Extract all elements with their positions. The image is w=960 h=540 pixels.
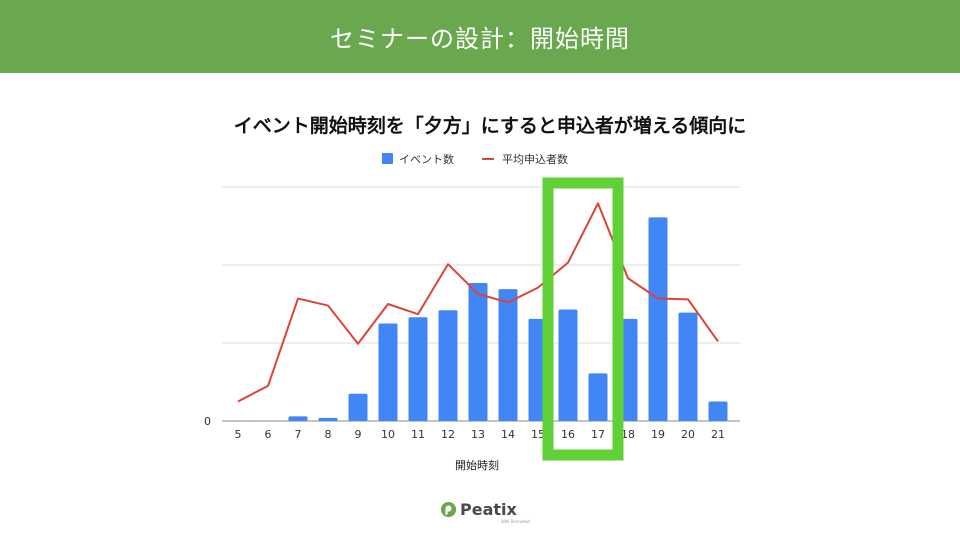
x-tick-label-17: 17 (591, 428, 605, 441)
bar-9 (348, 393, 368, 421)
peatix-logo-icon (440, 501, 457, 518)
bar-16 (558, 309, 578, 421)
peatix-wordmark: Peatix (460, 500, 517, 519)
x-tick-label-19: 19 (651, 428, 665, 441)
x-tick-label-6: 6 (265, 428, 272, 441)
x-tick-label-10: 10 (381, 428, 395, 441)
slide-header: セミナーの設計：開始時間 (0, 0, 960, 73)
bar-11 (408, 317, 428, 421)
x-tick-label-21: 21 (711, 428, 725, 441)
x-tick-label-7: 7 (295, 428, 302, 441)
bar-20 (678, 312, 698, 421)
x-tick-label-20: 20 (681, 428, 695, 441)
x-tick-label-11: 11 (411, 428, 425, 441)
legend-label-events: イベント数 (399, 153, 454, 166)
bar-7 (288, 416, 308, 421)
peatix-logo: Peatix (440, 500, 517, 519)
legend-swatch-events (382, 153, 393, 164)
bar-19 (648, 217, 668, 421)
x-tick-label-9: 9 (355, 428, 362, 441)
x-axis-title: 開始時刻 (455, 458, 499, 472)
bar-17 (588, 373, 608, 421)
highlight-box (542, 177, 624, 461)
x-tick-label-12: 12 (441, 428, 455, 441)
x-tick-label-15: 15 (531, 428, 545, 441)
x-tick-label-16: 16 (561, 428, 575, 441)
bar-14 (498, 289, 518, 421)
y-tick-label: 0 (204, 415, 211, 428)
bar-10 (378, 323, 398, 421)
x-tick-label-14: 14 (501, 428, 515, 441)
bar-8 (318, 417, 338, 421)
bar-12 (438, 310, 458, 421)
x-tick-label-18: 18 (621, 428, 635, 441)
peatix-tagline: Well Recruited (501, 519, 530, 524)
x-tick-label-13: 13 (471, 428, 485, 441)
legend-label-avg-applicants: 平均申込者数 (502, 153, 568, 166)
bar-13 (468, 282, 488, 421)
x-tick-label-5: 5 (235, 428, 242, 441)
slide-title: セミナーの設計：開始時間 (330, 25, 630, 53)
x-tick-label-8: 8 (325, 428, 332, 441)
line-series-avg-applicants (237, 202, 719, 403)
chart-title: イベント開始時刻を「夕方」にすると申込者が増える傾向に (233, 115, 747, 137)
bar-21 (708, 401, 728, 421)
